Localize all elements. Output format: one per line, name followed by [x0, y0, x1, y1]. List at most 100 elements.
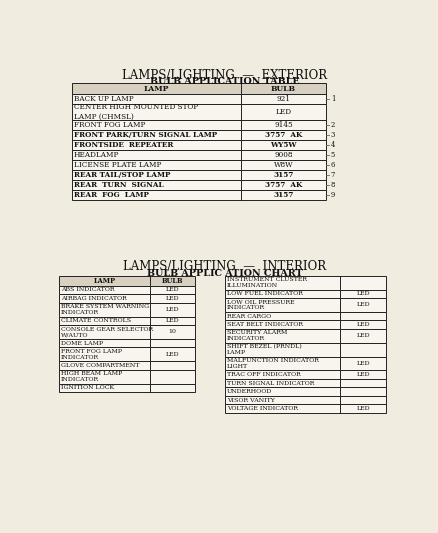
Bar — [59, 339, 195, 348]
Text: CLIMATE CONTROLS: CLIMATE CONTROLS — [60, 318, 131, 323]
Text: LED: LED — [166, 287, 180, 293]
Bar — [59, 286, 195, 294]
Text: LED: LED — [357, 322, 370, 327]
Text: REAR TAIL/STOP LAMP: REAR TAIL/STOP LAMP — [74, 171, 170, 179]
Text: FRONTSIDE  REPEATER: FRONTSIDE REPEATER — [74, 141, 173, 149]
Bar — [225, 276, 386, 289]
Text: LED: LED — [166, 307, 180, 312]
Bar — [72, 94, 326, 104]
Text: 1: 1 — [331, 95, 335, 103]
Text: BACK UP LAMP: BACK UP LAMP — [74, 95, 133, 103]
Bar — [72, 180, 326, 190]
Text: GLOVE COMPARTMENT: GLOVE COMPARTMENT — [60, 363, 139, 368]
Text: LED: LED — [166, 296, 180, 301]
Bar — [225, 387, 386, 396]
Text: LAMPS/LIGHTING  —  EXTERIOR: LAMPS/LIGHTING — EXTERIOR — [122, 69, 327, 82]
Bar — [72, 130, 326, 140]
Text: 2: 2 — [331, 121, 335, 129]
Text: INSTRUMENT CLUSTER
ILLUMINATION: INSTRUMENT CLUSTER ILLUMINATION — [227, 277, 307, 288]
Text: LAMP: LAMP — [93, 277, 115, 285]
Text: DOME LAMP: DOME LAMP — [60, 341, 102, 345]
Text: SHIFT BEZEL (PRNDL)
LAMP: SHIFT BEZEL (PRNDL) LAMP — [227, 344, 302, 355]
Text: LED: LED — [166, 352, 180, 357]
Text: LED: LED — [357, 361, 370, 366]
Bar — [72, 150, 326, 160]
Text: 8: 8 — [331, 181, 335, 189]
Text: REAR CARGO: REAR CARGO — [227, 313, 272, 319]
Text: 3157: 3157 — [273, 191, 293, 199]
Text: TURN SIGNAL INDICATOR: TURN SIGNAL INDICATOR — [227, 381, 314, 385]
Text: 4: 4 — [331, 141, 335, 149]
Bar — [72, 104, 326, 120]
Bar — [225, 320, 386, 329]
Text: LOW FUEL INDICATOR: LOW FUEL INDICATOR — [227, 292, 303, 296]
Bar — [72, 160, 326, 170]
Bar — [59, 325, 195, 339]
Text: LED: LED — [357, 292, 370, 296]
Text: HIGH BEAM LAMP
INDICATOR: HIGH BEAM LAMP INDICATOR — [60, 371, 122, 382]
Text: 3: 3 — [331, 131, 335, 139]
Text: 9: 9 — [331, 191, 335, 199]
Text: CENTER HIGH MOUNTED STOP
LAMP (CHMSL): CENTER HIGH MOUNTED STOP LAMP (CHMSL) — [74, 103, 198, 120]
Bar — [72, 120, 326, 130]
Bar — [59, 370, 195, 384]
Bar — [225, 329, 386, 343]
Text: LED: LED — [357, 302, 370, 308]
Text: 10: 10 — [169, 329, 177, 334]
Bar — [72, 83, 326, 94]
Bar — [225, 298, 386, 312]
Text: FRONT FOG LAMP
INDICATOR: FRONT FOG LAMP INDICATOR — [60, 349, 122, 360]
Text: UNDERHOOD: UNDERHOOD — [227, 389, 272, 394]
Bar — [225, 370, 386, 379]
Text: LED: LED — [276, 108, 291, 116]
Text: HEADLAMP: HEADLAMP — [74, 151, 119, 159]
Text: LICENSE PLATE LAMP: LICENSE PLATE LAMP — [74, 161, 161, 169]
Bar — [59, 317, 195, 325]
Text: W8W: W8W — [274, 161, 293, 169]
Bar — [59, 348, 195, 361]
Text: REAR  FOG  LAMP: REAR FOG LAMP — [74, 191, 148, 199]
Bar — [72, 170, 326, 180]
Text: REAR  TURN  SIGNAL: REAR TURN SIGNAL — [74, 181, 163, 189]
Text: BULB: BULB — [271, 85, 296, 93]
Text: BULB APPLIC ATION CHART: BULB APPLIC ATION CHART — [147, 269, 302, 278]
Text: FRONT PARK/TURN SIGNAL LAMP: FRONT PARK/TURN SIGNAL LAMP — [74, 131, 217, 139]
Text: LED: LED — [357, 333, 370, 338]
Text: TRAC OFF INDICATOR: TRAC OFF INDICATOR — [227, 372, 301, 377]
Text: 7: 7 — [331, 171, 335, 179]
Text: 9145: 9145 — [274, 121, 293, 129]
Text: VISOR VANITY: VISOR VANITY — [227, 398, 275, 402]
Bar — [225, 312, 386, 320]
Text: 9008: 9008 — [274, 151, 293, 159]
Text: ABS INDICATOR: ABS INDICATOR — [60, 287, 114, 293]
Text: LOW OIL PRESSURE
INDICATOR: LOW OIL PRESSURE INDICATOR — [227, 300, 295, 310]
Text: 6: 6 — [331, 161, 335, 169]
Bar — [59, 294, 195, 303]
Text: MALFUNCTION INDICATOR
LIGHT: MALFUNCTION INDICATOR LIGHT — [227, 358, 319, 369]
Bar — [225, 289, 386, 298]
Text: LED: LED — [357, 372, 370, 377]
Text: LED: LED — [166, 318, 180, 323]
Text: 5: 5 — [331, 151, 335, 159]
Text: IGNITION LOCK: IGNITION LOCK — [60, 385, 114, 390]
Text: WY5W: WY5W — [270, 141, 297, 149]
Bar — [72, 140, 326, 150]
Bar — [225, 357, 386, 370]
Text: SECURITY ALARM
INDICATOR: SECURITY ALARM INDICATOR — [227, 330, 288, 341]
Bar — [59, 303, 195, 317]
Bar — [225, 379, 386, 387]
Text: BRAKE SYSTEM WARNING
INDICATOR: BRAKE SYSTEM WARNING INDICATOR — [60, 304, 148, 315]
Text: BULB: BULB — [162, 277, 183, 285]
Bar — [225, 396, 386, 405]
Text: 921: 921 — [276, 95, 290, 103]
Text: 3757  AK: 3757 AK — [265, 131, 302, 139]
Bar — [59, 361, 195, 370]
Bar — [59, 276, 195, 286]
Text: LED: LED — [357, 406, 370, 411]
Text: SEAT BELT INDICATOR: SEAT BELT INDICATOR — [227, 322, 303, 327]
Text: LAMP: LAMP — [144, 85, 169, 93]
Text: FRONT FOG LAMP: FRONT FOG LAMP — [74, 121, 145, 129]
Text: BULB APPLICATION TABLE: BULB APPLICATION TABLE — [150, 77, 299, 86]
Bar — [59, 384, 195, 392]
Bar — [72, 190, 326, 200]
